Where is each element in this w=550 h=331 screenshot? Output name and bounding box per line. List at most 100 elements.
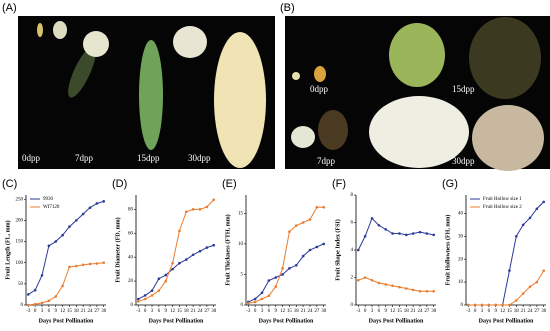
series-line: [28, 200, 104, 295]
point: [171, 261, 174, 265]
stage-label: 7dpp: [317, 156, 336, 166]
point: [301, 221, 305, 224]
point: [205, 205, 209, 209]
y-tick-label: 0: [131, 303, 134, 308]
point: [178, 261, 181, 265]
x-tick-label: 15: [287, 309, 293, 314]
point: [301, 254, 305, 258]
point: [143, 297, 147, 301]
x-tick-label: 27: [314, 309, 320, 314]
point: [294, 224, 298, 227]
x-tick-label: 30: [541, 309, 547, 314]
point: [542, 269, 546, 272]
x-tick-label: 9: [274, 309, 277, 314]
point: [528, 216, 532, 220]
y-axis-label: Fruit Shape Index (FSI): [334, 219, 341, 281]
x-tick-label: 0: [364, 309, 367, 314]
x-tick-label: 27: [534, 309, 540, 314]
panel-label: (D): [112, 178, 127, 190]
panel-label: (A): [2, 2, 17, 14]
point: [501, 303, 504, 307]
point: [377, 223, 381, 227]
point: [294, 263, 298, 267]
series-line: [357, 217, 434, 251]
x-tick-label: 9: [384, 309, 387, 314]
point: [253, 297, 257, 301]
x-tick-label: 27: [424, 309, 430, 314]
point: [404, 233, 408, 237]
x-tick-label: 18: [184, 309, 190, 314]
point: [274, 285, 278, 288]
series-line: [358, 276, 434, 292]
point: [356, 248, 360, 252]
point: [432, 233, 436, 237]
point: [508, 303, 511, 307]
x-tick-label: 24: [198, 309, 204, 314]
y-axis-label: Fruit Thickness (FTH, mm): [224, 214, 231, 285]
point: [384, 283, 388, 286]
x-tick-label: 9: [54, 309, 57, 314]
fruit-shapes: [37, 17, 544, 171]
legend-label: 9930: [43, 197, 54, 202]
point: [418, 289, 422, 293]
point: [198, 249, 202, 253]
point: [253, 300, 257, 304]
point: [81, 212, 85, 216]
point: [514, 299, 518, 302]
x-axis-label: Days Post Pollination: [369, 318, 424, 324]
panel-label: (E): [222, 178, 237, 190]
series-line: [248, 206, 324, 304]
point: [68, 265, 71, 269]
x-tick-label: 6: [378, 309, 381, 314]
point: [521, 223, 525, 227]
point: [81, 263, 85, 267]
point: [143, 294, 147, 297]
x-tick-label: -3: [26, 309, 31, 314]
x-tick-label: 3: [371, 309, 374, 314]
x-tick-label: 30: [431, 309, 437, 314]
point: [322, 242, 326, 246]
y-tick-label: 250: [16, 197, 24, 202]
x-tick-label: 18: [294, 309, 300, 314]
x-tick-label: 21: [81, 309, 87, 314]
y-axis-label: Fruit Hollowness (FH, mm): [444, 215, 451, 286]
y-tick-label: 40: [458, 211, 464, 216]
x-tick-label: 15: [67, 309, 73, 314]
point: [528, 285, 532, 288]
point: [370, 278, 374, 282]
point: [391, 232, 394, 235]
panel-label: (G): [442, 178, 458, 190]
x-tick-label: -3: [356, 309, 361, 314]
point: [74, 219, 78, 222]
point: [102, 200, 106, 203]
x-tick-label: 27: [204, 309, 210, 314]
x-tick-label: 6: [488, 309, 491, 314]
y-tick-label: 0: [21, 303, 24, 308]
legend-label: Fruit Hollow size 2: [483, 205, 522, 210]
panel-label: (F): [332, 178, 346, 190]
point: [260, 297, 264, 301]
x-tick-label: 12: [60, 309, 66, 314]
point: [33, 288, 37, 292]
point: [212, 198, 216, 202]
point: [95, 202, 99, 205]
point: [377, 281, 381, 285]
x-tick-label: 27: [94, 309, 100, 314]
point: [487, 303, 491, 307]
point: [184, 258, 188, 261]
x-tick-label: 18: [404, 309, 410, 314]
point: [425, 232, 429, 235]
point: [88, 262, 92, 266]
point: [157, 289, 161, 292]
series-line: [138, 244, 214, 300]
stage-label: 30dpp: [188, 153, 211, 163]
x-tick-label: -3: [136, 309, 141, 314]
point: [191, 253, 195, 257]
point: [102, 261, 106, 264]
x-tick-label: 24: [308, 309, 314, 314]
y-tick-label: 6: [351, 221, 354, 226]
stage-label: 30dpp: [452, 156, 475, 166]
y-tick-label: 10: [238, 242, 244, 247]
point: [33, 302, 37, 306]
